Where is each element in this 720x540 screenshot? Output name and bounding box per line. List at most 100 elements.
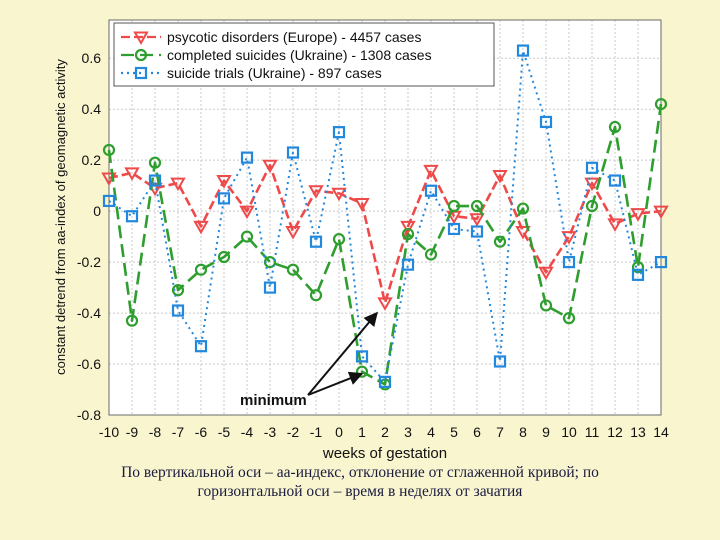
data-point	[562, 312, 576, 325]
x-tick-label: 6	[473, 424, 481, 440]
data-point	[516, 44, 530, 57]
data-point	[653, 205, 669, 220]
ticks: -0.8-0.6-0.4-0.200.20.40.6-10 -9 -8 -7 -6 -5-…	[77, 50, 669, 440]
x-tick-label: 0	[335, 424, 343, 440]
x-tick-label: -6	[195, 424, 208, 440]
data-point	[285, 226, 301, 240]
data-point	[585, 161, 599, 174]
data-point	[263, 281, 277, 294]
legend-marker	[134, 48, 148, 62]
annotation: minimum	[240, 311, 378, 409]
data-point	[217, 192, 231, 205]
data-point	[492, 169, 508, 184]
x-tick-label: 3	[404, 424, 412, 440]
data-point	[240, 230, 254, 243]
data-point	[125, 314, 139, 327]
data-point	[309, 289, 323, 302]
annotation-arrow	[307, 371, 364, 396]
x-tick-label: 5	[450, 424, 458, 440]
data-point	[216, 175, 232, 189]
data-point	[539, 299, 553, 312]
data-point	[286, 146, 300, 159]
data-point	[561, 231, 577, 245]
data-point	[400, 220, 416, 235]
x-axis-label: weeks of gestation	[322, 445, 447, 462]
x-tick-label: 13	[630, 424, 646, 440]
data-point	[423, 164, 439, 179]
data-point	[470, 199, 484, 213]
data-point	[171, 284, 185, 297]
data-point	[148, 174, 162, 187]
series-3	[102, 44, 668, 388]
series-line	[107, 103, 663, 386]
x-tick-label: -1	[310, 424, 323, 440]
x-tick-label: 9	[542, 424, 550, 440]
data-point	[562, 255, 576, 269]
data-point	[124, 167, 140, 181]
data-point	[516, 202, 530, 215]
data-point	[194, 340, 208, 353]
x-tick-label: -4	[241, 424, 254, 440]
data-point	[424, 184, 438, 197]
data-point	[286, 263, 300, 276]
annotation-arrow	[307, 311, 378, 396]
data-point	[332, 233, 346, 246]
legend-label: psycotic disorders (Europe) - 4457 cases	[167, 29, 421, 45]
y-tick-label: 0.2	[82, 152, 102, 168]
y-axis-label: constant detrend from aa-index of geomag…	[53, 59, 68, 375]
data-point	[608, 120, 622, 134]
data-point	[217, 250, 231, 264]
data-point	[170, 177, 186, 192]
y-tick-label: 0.4	[82, 101, 102, 117]
x-tick-label: -9	[126, 424, 139, 440]
data-point	[424, 248, 438, 261]
data-point	[355, 350, 369, 363]
caption-line-2: горизонтальной оси – время в неделях от …	[197, 483, 523, 500]
legend-box	[113, 22, 495, 87]
data-point	[193, 220, 209, 235]
data-point	[631, 268, 645, 281]
x-tick-label: -7	[172, 424, 185, 440]
x-tick-label: 1	[358, 424, 366, 440]
data-point	[309, 235, 323, 248]
x-tick-label: -10	[99, 424, 119, 440]
x-tick-label: 8	[519, 424, 527, 440]
y-tick-label: -0.2	[77, 254, 101, 270]
data-point	[608, 174, 622, 187]
caption: По вертикальной оси – аа-индекс, отклоне…	[40, 463, 680, 501]
legend-entry: completed suicides (Ukraine) - 1308 case…	[121, 47, 432, 63]
x-tick-label: -8	[149, 424, 162, 440]
data-point	[171, 304, 185, 317]
legend-label: completed suicides (Ukraine) - 1308 case…	[167, 47, 432, 63]
data-point	[654, 255, 668, 269]
data-point	[538, 266, 554, 281]
legend-marker	[134, 66, 148, 80]
data-point	[148, 156, 162, 169]
data-point	[447, 199, 461, 213]
data-point	[239, 205, 255, 220]
data-point	[125, 210, 139, 223]
x-tick-label: 11	[585, 424, 600, 440]
x-tick-label: 7	[496, 424, 504, 440]
legend-marker	[133, 31, 149, 46]
data-point	[401, 258, 415, 271]
x-tick-label: -3	[264, 424, 277, 440]
series-line	[108, 163, 662, 305]
data-point	[539, 115, 553, 129]
data-point	[630, 208, 646, 222]
data-point	[469, 213, 485, 227]
chart: -0.8-0.6-0.4-0.200.20.40.6-10 -9 -8 -7 -6 -5-…	[53, 19, 669, 462]
y-tick-label: 0	[93, 203, 101, 219]
data-point	[401, 227, 415, 241]
data-point	[493, 355, 507, 368]
data-point	[607, 218, 623, 232]
y-tick-label: -0.8	[77, 407, 101, 423]
x-tick-label: -5	[218, 424, 231, 440]
data-point	[308, 185, 324, 199]
data-point	[331, 187, 347, 202]
data-point	[102, 194, 116, 208]
data-point	[515, 226, 531, 240]
data-point	[194, 263, 208, 276]
y-tick-label: -0.6	[77, 356, 101, 372]
data-point	[332, 126, 346, 139]
